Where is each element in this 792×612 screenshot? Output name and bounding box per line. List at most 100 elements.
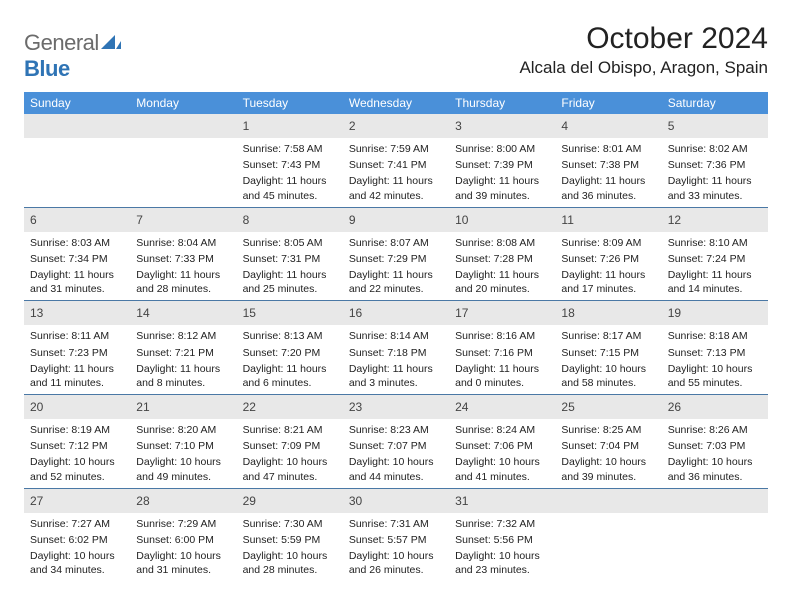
day-number: 31 [455, 491, 549, 511]
sunset-text: Sunset: 7:09 PM [243, 437, 339, 453]
day-body: Sunrise: 8:19 AMSunset: 7:12 PMDaylight:… [24, 419, 130, 488]
sunrise-text: Sunrise: 8:11 AM [30, 327, 126, 343]
daylight-text: Daylight: 11 hours and 39 minutes. [455, 172, 551, 202]
day-body [130, 138, 236, 144]
empty-day-cell [555, 488, 661, 581]
day-number: 9 [349, 210, 443, 230]
sunset-text: Sunset: 7:06 PM [455, 437, 551, 453]
sunset-text: Sunset: 7:07 PM [349, 437, 445, 453]
calendar-header-row: SundayMondayTuesdayWednesdayThursdayFrid… [24, 92, 768, 114]
sunset-text: Sunset: 7:10 PM [136, 437, 232, 453]
day-cell: 3Sunrise: 8:00 AMSunset: 7:39 PMDaylight… [449, 114, 555, 207]
daylight-text: Daylight: 10 hours and 47 minutes. [243, 453, 339, 483]
daylight-text: Daylight: 11 hours and 14 minutes. [668, 266, 764, 296]
day-number-bar: 14 [130, 301, 236, 325]
sunrise-text: Sunrise: 7:30 AM [243, 515, 339, 531]
sunset-text: Sunset: 7:03 PM [668, 437, 764, 453]
day-number: 14 [136, 303, 230, 323]
sunset-text: Sunset: 7:33 PM [136, 250, 232, 266]
day-cell: 16Sunrise: 8:14 AMSunset: 7:18 PMDayligh… [343, 301, 449, 395]
day-body: Sunrise: 7:59 AMSunset: 7:41 PMDaylight:… [343, 138, 449, 207]
day-number-bar: 15 [237, 301, 343, 325]
day-number-bar: 16 [343, 301, 449, 325]
day-number: 28 [136, 491, 230, 511]
day-number: 3 [455, 116, 549, 136]
day-cell: 21Sunrise: 8:20 AMSunset: 7:10 PMDayligh… [130, 395, 236, 489]
sunrise-text: Sunrise: 8:03 AM [30, 234, 126, 250]
sunset-text: Sunset: 5:57 PM [349, 531, 445, 547]
daylight-text: Daylight: 11 hours and 33 minutes. [668, 172, 764, 202]
day-number: 6 [30, 210, 124, 230]
sunrise-text: Sunrise: 8:24 AM [455, 421, 551, 437]
day-body: Sunrise: 8:24 AMSunset: 7:06 PMDaylight:… [449, 419, 555, 488]
weekday-header: Saturday [662, 92, 768, 114]
day-number-bar: 7 [130, 208, 236, 232]
daylight-text: Daylight: 11 hours and 0 minutes. [455, 360, 551, 390]
sunset-text: Sunset: 7:38 PM [561, 156, 657, 172]
day-cell: 31Sunrise: 7:32 AMSunset: 5:56 PMDayligh… [449, 488, 555, 581]
daylight-text: Daylight: 10 hours and 55 minutes. [668, 360, 764, 390]
weekday-header: Tuesday [237, 92, 343, 114]
day-number-bar: 8 [237, 208, 343, 232]
day-body: Sunrise: 8:14 AMSunset: 7:18 PMDaylight:… [343, 325, 449, 394]
sunrise-text: Sunrise: 8:14 AM [349, 327, 445, 343]
day-cell: 14Sunrise: 8:12 AMSunset: 7:21 PMDayligh… [130, 301, 236, 395]
sunrise-text: Sunrise: 8:23 AM [349, 421, 445, 437]
day-body: Sunrise: 8:07 AMSunset: 7:29 PMDaylight:… [343, 232, 449, 301]
day-cell: 13Sunrise: 8:11 AMSunset: 7:23 PMDayligh… [24, 301, 130, 395]
day-body: Sunrise: 8:05 AMSunset: 7:31 PMDaylight:… [237, 232, 343, 301]
day-number: 7 [136, 210, 230, 230]
day-number: 26 [668, 397, 762, 417]
day-body: Sunrise: 8:04 AMSunset: 7:33 PMDaylight:… [130, 232, 236, 301]
sunset-text: Sunset: 7:26 PM [561, 250, 657, 266]
day-body: Sunrise: 7:29 AMSunset: 6:00 PMDaylight:… [130, 513, 236, 582]
day-cell: 29Sunrise: 7:30 AMSunset: 5:59 PMDayligh… [237, 488, 343, 581]
sunset-text: Sunset: 6:02 PM [30, 531, 126, 547]
sunrise-text: Sunrise: 8:04 AM [136, 234, 232, 250]
day-number: 12 [668, 210, 762, 230]
day-cell: 25Sunrise: 8:25 AMSunset: 7:04 PMDayligh… [555, 395, 661, 489]
day-body [555, 513, 661, 519]
day-body: Sunrise: 8:10 AMSunset: 7:24 PMDaylight:… [662, 232, 768, 301]
day-cell: 9Sunrise: 8:07 AMSunset: 7:29 PMDaylight… [343, 207, 449, 301]
sunset-text: Sunset: 7:04 PM [561, 437, 657, 453]
day-body: Sunrise: 7:27 AMSunset: 6:02 PMDaylight:… [24, 513, 130, 582]
day-cell: 12Sunrise: 8:10 AMSunset: 7:24 PMDayligh… [662, 207, 768, 301]
sunset-text: Sunset: 7:12 PM [30, 437, 126, 453]
day-body: Sunrise: 8:26 AMSunset: 7:03 PMDaylight:… [662, 419, 768, 488]
day-number: 22 [243, 397, 337, 417]
sunset-text: Sunset: 7:24 PM [668, 250, 764, 266]
sunset-text: Sunset: 7:16 PM [455, 344, 551, 360]
day-body: Sunrise: 8:18 AMSunset: 7:13 PMDaylight:… [662, 325, 768, 394]
day-number-bar: 30 [343, 489, 449, 513]
day-number-bar: 27 [24, 489, 130, 513]
day-number-bar: 25 [555, 395, 661, 419]
sunrise-text: Sunrise: 8:16 AM [455, 327, 551, 343]
day-number: 17 [455, 303, 549, 323]
sunset-text: Sunset: 7:23 PM [30, 344, 126, 360]
day-cell: 18Sunrise: 8:17 AMSunset: 7:15 PMDayligh… [555, 301, 661, 395]
day-body: Sunrise: 8:00 AMSunset: 7:39 PMDaylight:… [449, 138, 555, 207]
daylight-text: Daylight: 11 hours and 28 minutes. [136, 266, 232, 296]
day-number: 15 [243, 303, 337, 323]
sunset-text: Sunset: 7:36 PM [668, 156, 764, 172]
month-title: October 2024 [519, 22, 768, 56]
day-number-bar: 26 [662, 395, 768, 419]
sunrise-text: Sunrise: 8:25 AM [561, 421, 657, 437]
day-body: Sunrise: 8:03 AMSunset: 7:34 PMDaylight:… [24, 232, 130, 301]
calendar-week-row: 13 Sunrise: 8:11 AMSunset: 7:23 PM Dayligh… [24, 301, 768, 395]
day-number-bar: 19 [662, 301, 768, 325]
empty-day-cell [662, 488, 768, 581]
empty-day-cell [130, 114, 236, 207]
day-number: 19 [668, 303, 762, 323]
sunrise-text: Sunrise: 8:08 AM [455, 234, 551, 250]
day-number-bar: 22 [237, 395, 343, 419]
sunrise-text: Sunrise: 8:18 AM [668, 327, 764, 343]
day-body: Sunrise: 8:08 AMSunset: 7:28 PMDaylight:… [449, 232, 555, 301]
day-number-bar: 13 [24, 301, 130, 325]
calendar-week-row: 27Sunrise: 7:27 AMSunset: 6:02 PMDayligh… [24, 488, 768, 581]
day-cell: 23Sunrise: 8:23 AMSunset: 7:07 PMDayligh… [343, 395, 449, 489]
day-body: Sunrise: 8:13 AMSunset: 7:20 PMDaylight:… [237, 325, 343, 394]
daylight-text: Daylight: 11 hours and 20 minutes. [455, 266, 551, 296]
day-body: Sunrise: 8:01 AMSunset: 7:38 PMDaylight:… [555, 138, 661, 207]
